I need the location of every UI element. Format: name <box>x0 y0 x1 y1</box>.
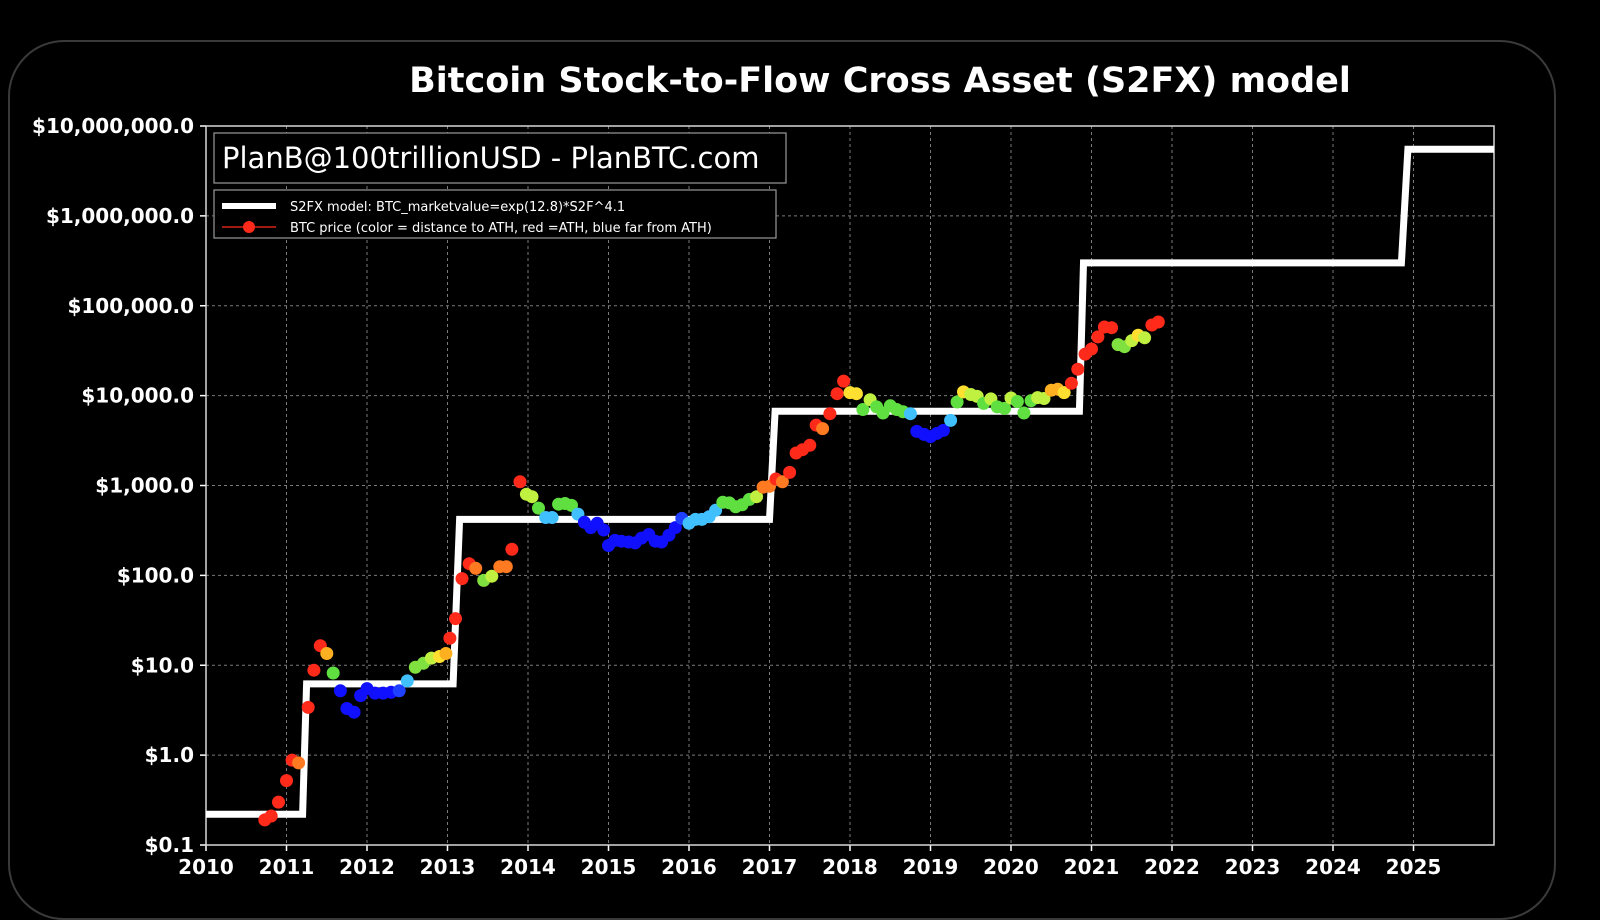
btc-price-point <box>903 407 917 421</box>
btc-price-point <box>1064 376 1078 390</box>
btc-price-point <box>668 521 682 535</box>
btc-price-point <box>525 490 539 504</box>
y-tick-label: $10,000,000.0 <box>32 114 194 138</box>
btc-price-point <box>301 700 315 714</box>
btc-price-point <box>333 684 347 698</box>
btc-price-point <box>816 422 830 436</box>
watermark-box <box>213 132 787 184</box>
btc-price-point <box>1085 342 1098 356</box>
btc-price-point <box>272 795 285 809</box>
y-tick-label: $1.0 <box>145 743 194 767</box>
y-tick-label: $1,000,000.0 <box>46 204 194 228</box>
x-tick-label: 2011 <box>259 855 315 879</box>
btc-price-point <box>532 501 545 515</box>
btc-price-point <box>499 560 513 574</box>
x-tick-label: 2016 <box>661 855 717 879</box>
btc-price-point <box>597 523 611 537</box>
btc-price-point <box>469 561 483 575</box>
x-tick-label: 2012 <box>339 855 395 879</box>
y-tick-label: $0.1 <box>145 833 194 857</box>
x-tick-label: 2025 <box>1386 855 1442 879</box>
btc-price-point <box>505 542 519 556</box>
btc-price-point <box>400 674 414 688</box>
x-tick-label: 2017 <box>742 855 798 879</box>
btc-price-point <box>292 756 306 770</box>
chart-title: Bitcoin Stock-to-Flow Cross Asset (S2FX)… <box>409 61 1351 101</box>
legend-dot-marker <box>243 221 255 233</box>
btc-price-point <box>455 572 469 586</box>
btc-price-point <box>1105 321 1119 335</box>
x-tick-label: 2020 <box>983 855 1039 879</box>
btc-price-point <box>1010 395 1024 408</box>
btc-price-point <box>280 774 293 788</box>
btc-price-point <box>950 395 964 409</box>
x-tick-label: 2024 <box>1305 855 1361 879</box>
btc-price-point <box>944 413 958 427</box>
x-tick-label: 2019 <box>903 855 959 879</box>
btc-price-point <box>998 401 1012 415</box>
axes: 2010 2011 2012 2013 2014 2015 2016 2017 2018 2019… <box>32 114 1495 879</box>
x-tick-label: 2022 <box>1144 855 1200 879</box>
btc-price-point <box>856 403 870 416</box>
btc-price-point <box>803 438 817 452</box>
btc-price-point <box>1071 362 1085 376</box>
btc-price-point <box>320 647 334 660</box>
y-tick-label: $10.0 <box>131 653 194 677</box>
btc-price-point <box>936 423 950 437</box>
btc-price-point <box>750 490 764 504</box>
btc-price-point <box>439 647 453 660</box>
btc-price-point <box>1057 386 1071 400</box>
btc-price-point <box>545 511 559 524</box>
y-tick-label: $10,000.0 <box>81 384 194 408</box>
btc-price-point <box>775 475 789 489</box>
btc-price-point <box>307 663 321 677</box>
x-tick-label: 2021 <box>1064 855 1120 879</box>
btc-price-point <box>443 631 457 645</box>
btc-price-point <box>830 387 844 401</box>
watermark-text: PlanB@100trillionUSD - PlanBTC.com <box>222 141 759 175</box>
x-tick-label: 2023 <box>1225 855 1281 879</box>
btc-price-point <box>783 465 797 479</box>
legend-label-price: BTC price (color = distance to ATH, red … <box>290 221 712 236</box>
btc-price-point <box>326 666 340 680</box>
btc-price-point <box>823 407 837 421</box>
btc-price-point <box>264 809 278 823</box>
btc-price-point <box>849 387 863 401</box>
x-tick-label: 2015 <box>581 855 637 879</box>
legend-box <box>213 189 777 239</box>
y-tick-label: $100.0 <box>117 563 194 587</box>
x-tick-label: 2010 <box>178 855 234 879</box>
x-tick-label: 2018 <box>822 855 878 879</box>
legend-layer: PlanB@100trillionUSD - PlanBTC.com S2FX m… <box>213 132 787 239</box>
legend-label-model: S2FX model: BTC_marketvalue=exp(12.8)*S2… <box>290 200 625 215</box>
btc-price-point <box>1091 330 1105 344</box>
btc-price-point <box>1151 315 1165 329</box>
btc-price-point <box>392 684 406 698</box>
btc-price-point <box>1138 331 1152 345</box>
x-tick-label: 2013 <box>420 855 476 879</box>
btc-price-point <box>837 374 851 388</box>
plot-border <box>205 125 1495 846</box>
y-tick-label: $100,000.0 <box>67 294 194 318</box>
x-tick-label: 2014 <box>500 855 556 879</box>
series-layer <box>206 145 1494 827</box>
btc-price-point <box>485 569 499 583</box>
btc-price-point <box>347 705 361 719</box>
btc-price-point <box>1017 406 1031 420</box>
y-tick-label: $1,000.0 <box>95 474 194 498</box>
chart-svg: Bitcoin Stock-to-Flow Cross Asset (S2FX)… <box>32 61 1495 879</box>
btc-price-point <box>513 475 527 489</box>
btc-price-point <box>449 612 462 626</box>
